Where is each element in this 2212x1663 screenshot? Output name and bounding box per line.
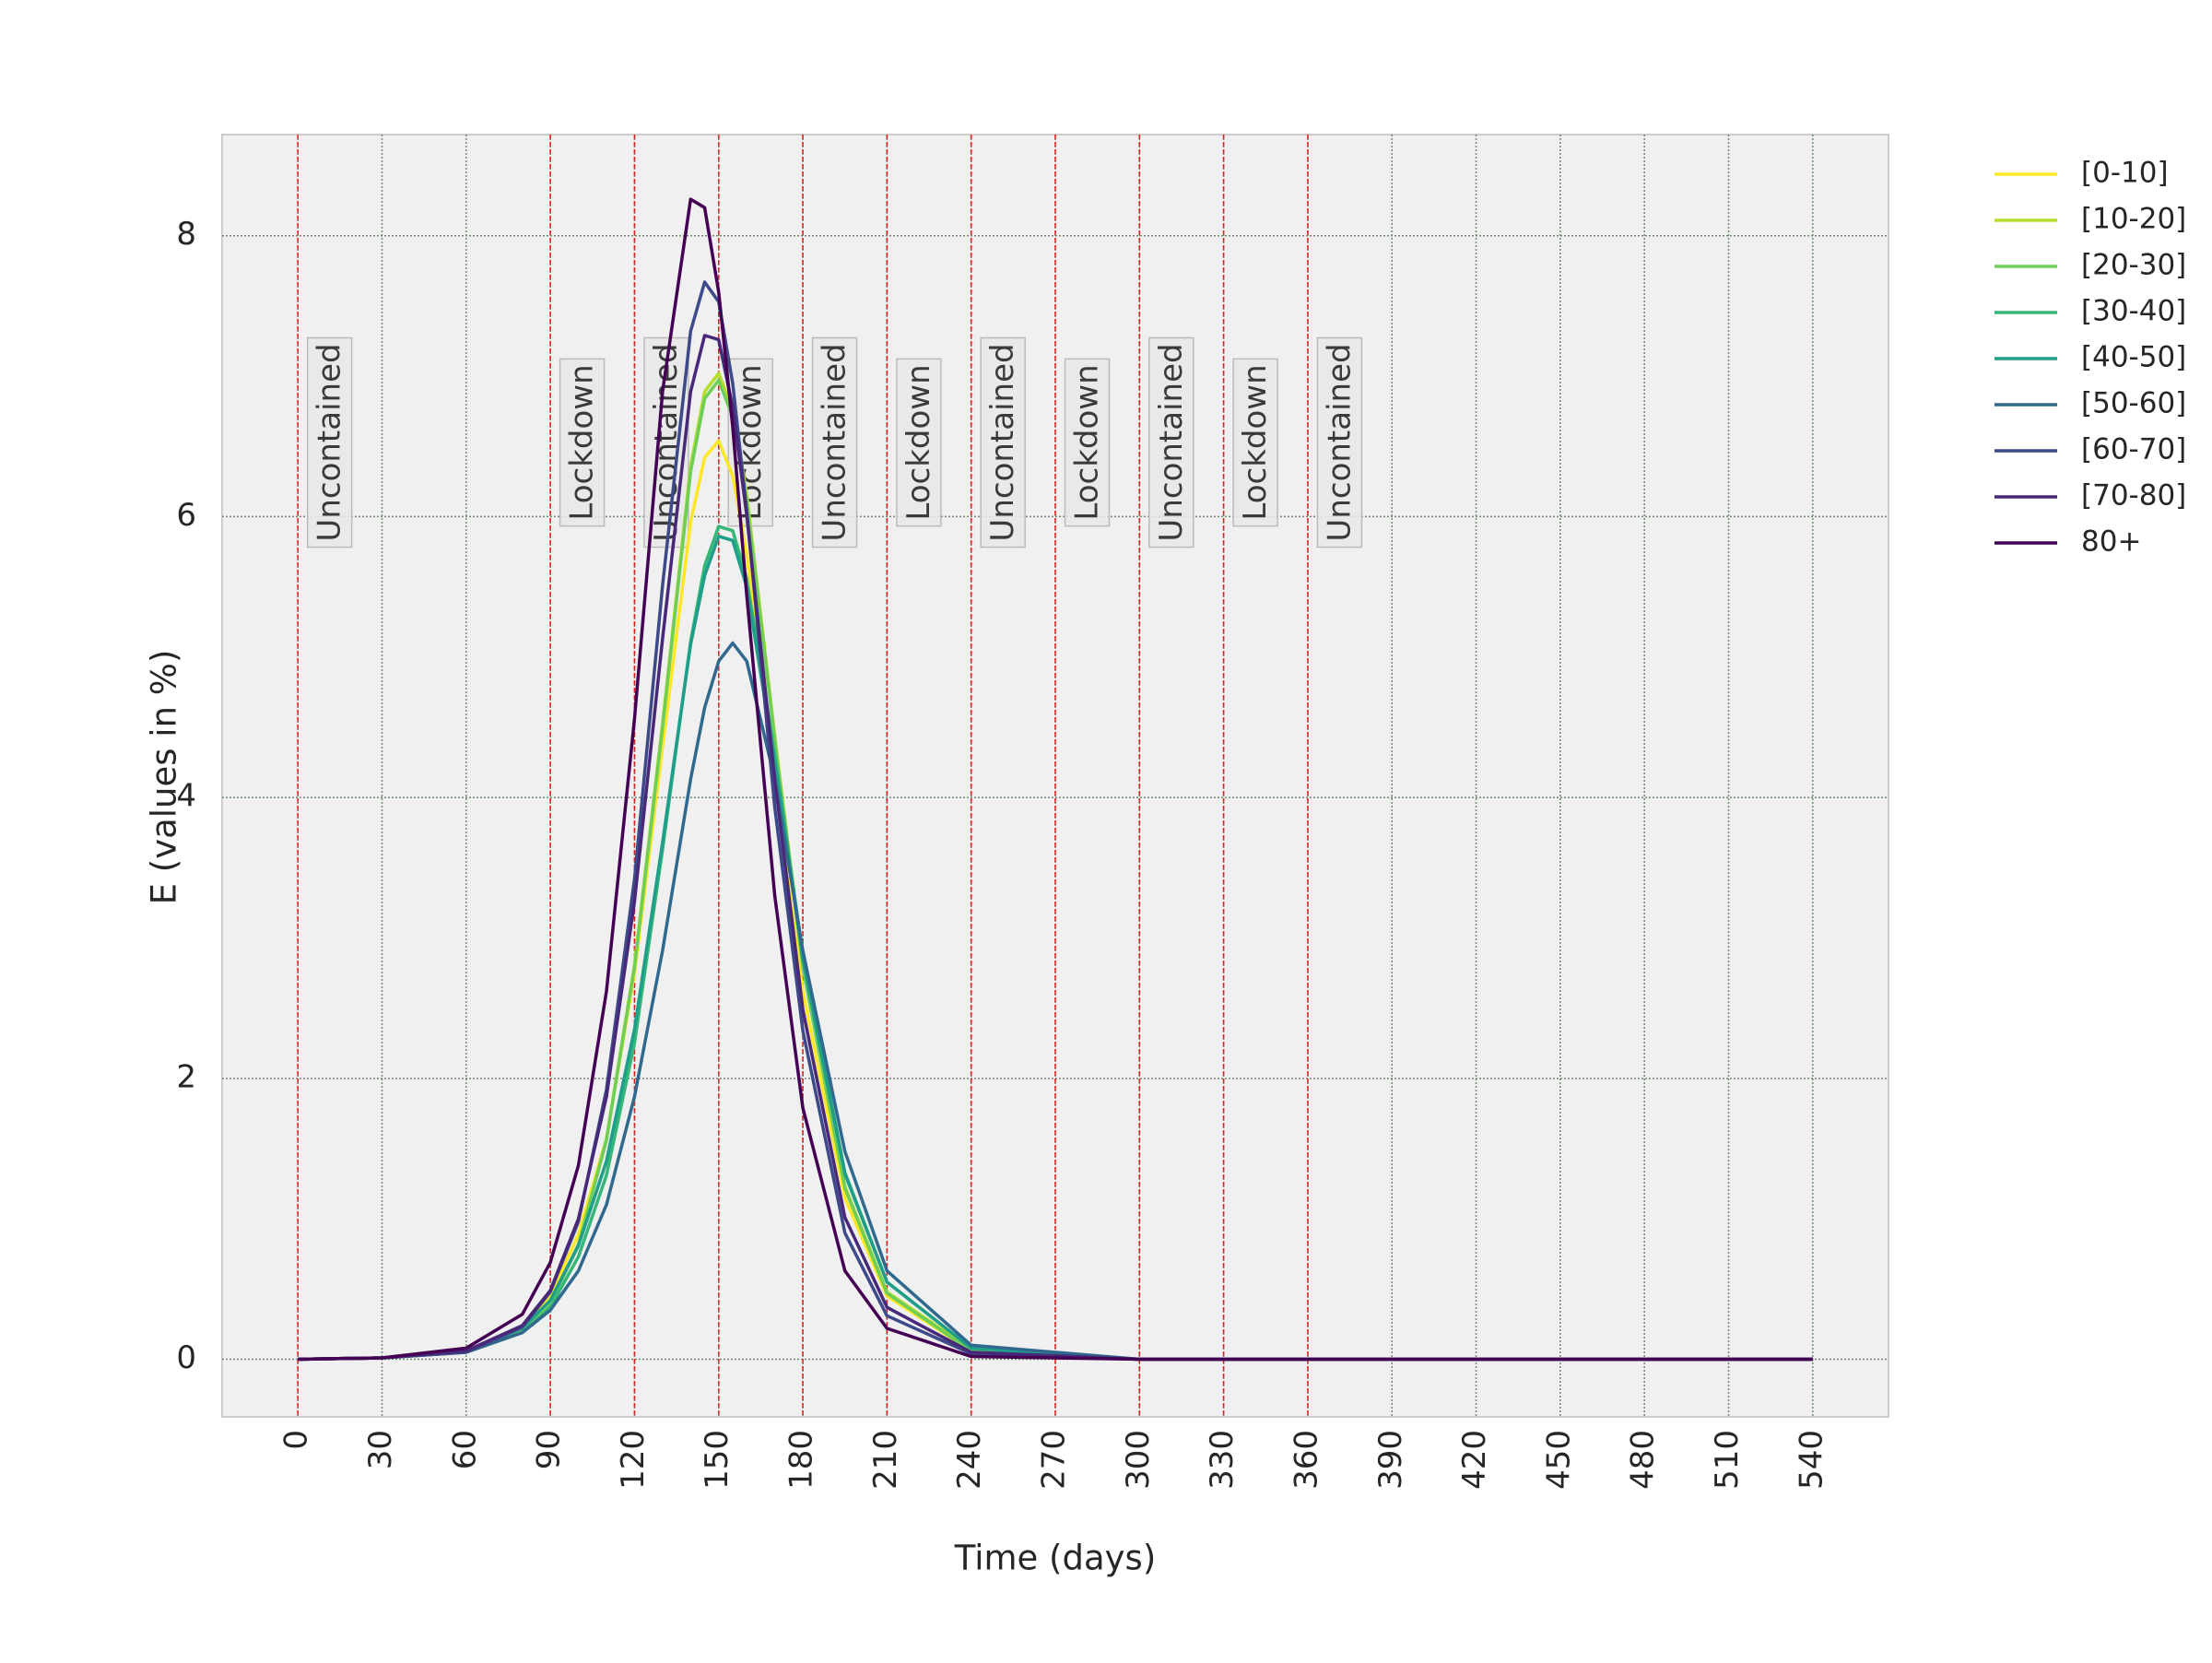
series-line — [298, 197, 1813, 1362]
phase-label-text: Uncontained — [1321, 343, 1358, 541]
phase-label-box — [1316, 336, 1363, 548]
phase-label-box — [306, 336, 353, 548]
x-tick-label: 150 — [699, 1430, 735, 1490]
phase-label-text: Lockdown — [1069, 364, 1106, 520]
x-tick-label: 0 — [278, 1430, 315, 1450]
phase-label: Uncontained — [811, 336, 858, 548]
series-line — [298, 534, 1813, 1362]
phase-label: Lockdown — [896, 358, 942, 527]
y-tick-label: 0 — [176, 1339, 196, 1376]
legend-label: [10-20] — [2081, 203, 2186, 236]
x-tick-label: 510 — [1709, 1430, 1746, 1490]
phase-label-text: Uncontained — [1153, 343, 1190, 541]
phase-label: Uncontained — [306, 336, 353, 548]
phase-label-text: Uncontained — [817, 343, 853, 541]
x-tick-label: 450 — [1540, 1430, 1577, 1490]
phase-label: Lockdown — [559, 358, 606, 527]
x-tick-label: 60 — [446, 1430, 483, 1469]
x-tick-label: 270 — [1036, 1430, 1073, 1490]
x-axis-label: Time (days) — [954, 1539, 1157, 1578]
series-line — [298, 334, 1813, 1362]
phase-label-box — [559, 358, 606, 527]
legend-label: [20-30] — [2081, 249, 2186, 282]
x-tick-label: 120 — [615, 1430, 652, 1490]
phase-label-box — [1148, 336, 1194, 548]
phase-label-text: Lockdown — [564, 364, 601, 520]
phase-label: Lockdown — [1232, 358, 1278, 527]
x-tick-label: 90 — [531, 1430, 568, 1469]
legend-label: 80+ — [2081, 525, 2141, 559]
phase-label: Uncontained — [980, 336, 1026, 548]
y-tick-label: 4 — [176, 778, 196, 815]
phase-label-box — [896, 358, 942, 527]
phase-label: Uncontained — [1148, 336, 1194, 548]
legend-label: [30-40] — [2081, 295, 2186, 328]
x-tick-label: 210 — [867, 1430, 904, 1490]
phase-label-box — [980, 336, 1026, 548]
phase-label: Uncontained — [1316, 336, 1363, 548]
phase-label-text: Lockdown — [1237, 364, 1274, 520]
phase-label-text: Lockdown — [900, 364, 937, 520]
y-tick-label: 2 — [176, 1058, 196, 1095]
legend-label: [0-10] — [2081, 157, 2169, 190]
legend-label: [50-60] — [2081, 387, 2186, 420]
plot-area — [221, 134, 1889, 1418]
legend-label: [60-70] — [2081, 433, 2186, 466]
phase-label-box — [811, 336, 858, 548]
x-tick-label: 390 — [1372, 1430, 1409, 1490]
phase-label: Lockdown — [1064, 358, 1111, 527]
x-tick-label: 180 — [783, 1430, 820, 1490]
legend-label: [70-80] — [2081, 479, 2186, 513]
legend-label: [40-50] — [2081, 341, 2186, 374]
y-tick-label: 8 — [176, 216, 196, 253]
phase-label-box — [1064, 358, 1111, 527]
x-tick-label: 300 — [1120, 1430, 1157, 1490]
series-line — [298, 641, 1813, 1362]
x-tick-label: 330 — [1204, 1430, 1241, 1490]
phase-label-box — [1232, 358, 1278, 527]
y-axis-label: E (values in %) — [145, 650, 184, 905]
x-tick-label: 30 — [362, 1430, 399, 1469]
y-tick-label: 6 — [176, 497, 196, 534]
phase-label-text: Uncontained — [312, 343, 348, 541]
phase-label-text: Uncontained — [984, 343, 1021, 541]
x-tick-label: 240 — [951, 1430, 988, 1490]
x-tick-label: 420 — [1456, 1430, 1493, 1490]
series-line — [298, 378, 1813, 1362]
x-tick-label: 480 — [1625, 1430, 1662, 1490]
x-tick-label: 360 — [1288, 1430, 1324, 1490]
x-tick-label: 540 — [1793, 1430, 1830, 1490]
